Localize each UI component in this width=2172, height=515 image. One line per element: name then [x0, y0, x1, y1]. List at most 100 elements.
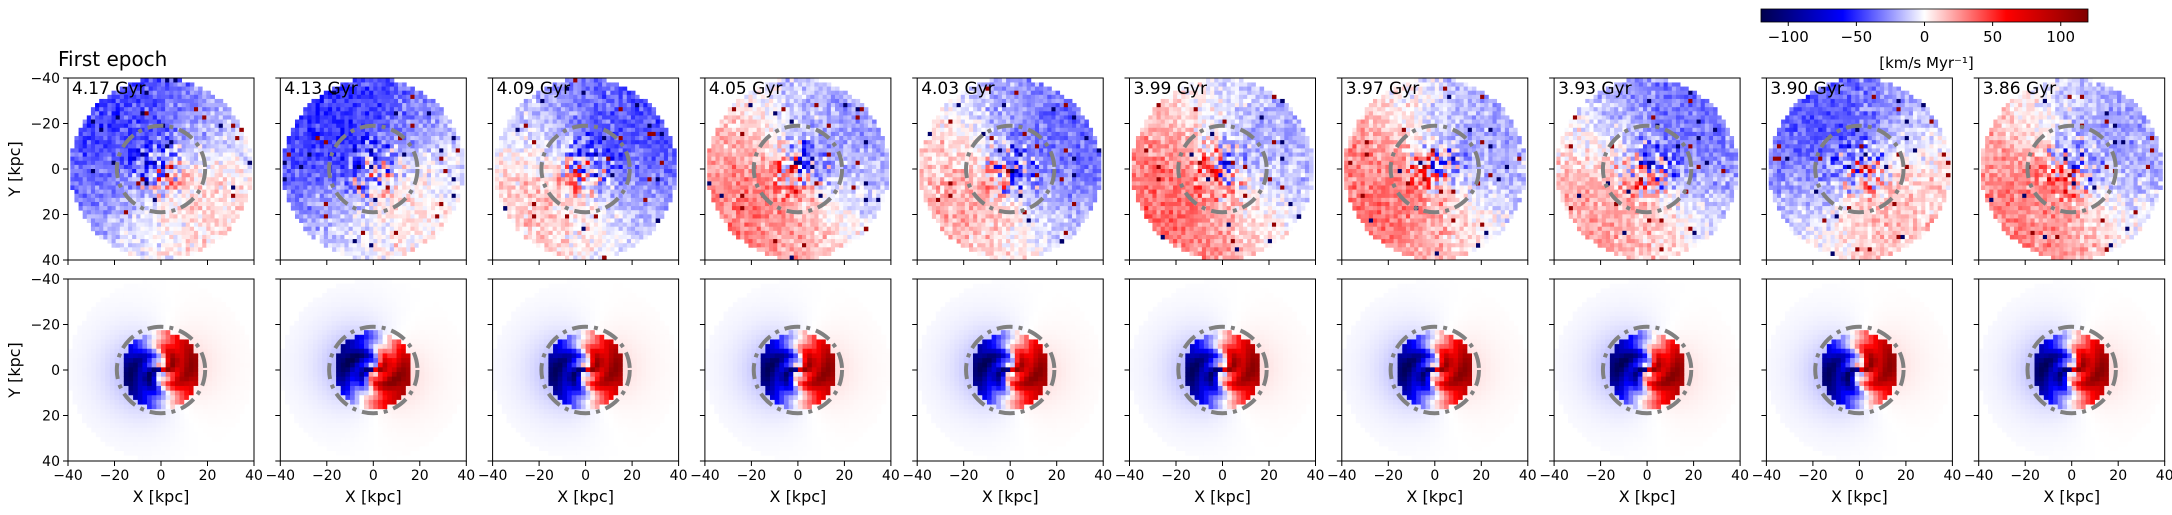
x-tick-label: 40 [1519, 468, 1537, 484]
colorbar-gradient [1760, 8, 2089, 23]
x-tick-label: 20 [835, 468, 853, 484]
panel-time-label: 4.17 Gyr [72, 79, 145, 99]
x-axis-label: X [kpc] [2043, 487, 2100, 506]
colorbar-tick-label: 50 [1983, 28, 2002, 46]
panel-image [1766, 279, 1953, 461]
x-tick-label: 40 [1731, 468, 1749, 484]
colorbar-tick-label: −100 [1768, 28, 1809, 46]
reference-circle [1176, 324, 1269, 416]
panel-image [1554, 78, 1741, 260]
reference-circle [539, 324, 632, 416]
x-tick-label: 0 [157, 468, 166, 484]
panel-r1-c10: 3.86 Gyr [1973, 77, 2166, 265]
reference-circle [1813, 123, 1906, 215]
reference-circle [1176, 123, 1269, 215]
x-tick-label: −20 [2010, 468, 2040, 484]
x-tick-label: −40 [53, 468, 83, 484]
x-tick-label: 40 [457, 468, 475, 484]
x-tick-label: −20 [524, 468, 554, 484]
panel-image [917, 78, 1104, 260]
x-axis-label: X [kpc] [1831, 487, 1888, 506]
panel-time-label: 3.86 Gyr [1983, 79, 2056, 99]
reference-circle [1388, 123, 1481, 215]
panel-image [1341, 279, 1528, 461]
x-tick-label: −40 [1964, 468, 1994, 484]
y-tick-label: −40 [30, 272, 60, 288]
panel-r2-c7: −40 −20 0 20 40 X [kpc] [1327, 278, 1537, 506]
panel-r1-c9: 3.90 Gyr [1761, 77, 1953, 265]
reference-circle [1388, 324, 1481, 416]
x-tick-label: −40 [266, 468, 296, 484]
colorbar-tick-label: −50 [1841, 28, 1873, 46]
y-tick-label: 20 [42, 409, 60, 425]
colorbar: −100 −50 0 50 100 [km/s Myr⁻¹] [1760, 8, 2089, 72]
panel-time-label: 4.03 Gyr [921, 79, 994, 99]
panel-r1-c4: 4.05 Gyr [699, 77, 892, 265]
panel-r1-c2: 4.13 Gyr [275, 77, 467, 265]
panel-time-label: 3.99 Gyr [1134, 79, 1207, 99]
panel-image [68, 78, 254, 260]
panel-time-label: 4.05 Gyr [709, 79, 782, 99]
panel-time-label: 3.93 Gyr [1558, 79, 1631, 99]
colorbar-tick-label: 0 [1920, 28, 1930, 46]
x-tick-label: −40 [1115, 468, 1145, 484]
x-tick-label: 20 [623, 468, 641, 484]
panel-r1-c7: 3.97 Gyr [1336, 77, 1529, 265]
x-tick-label: 0 [2067, 468, 2076, 484]
panel-r2-c3: −40 −20 0 20 40 X [kpc] [478, 278, 688, 506]
x-axis-label: X [kpc] [1194, 487, 1251, 506]
panel-r2-c5: −40 −20 0 20 40 X [kpc] [902, 278, 1112, 506]
x-tick-label: 40 [2156, 468, 2172, 484]
reference-circle [751, 123, 845, 215]
x-tick-label: −20 [312, 468, 342, 484]
x-tick-label: −20 [949, 468, 979, 484]
panel-r1-c8: 3.93 Gyr [1549, 77, 1741, 265]
panels-grid: 4.17 Gyr 40 20 0 −20 −40 Y [kpc] 4.13 Gyr 4.09 G… [5, 71, 2172, 506]
reference-circle [327, 123, 420, 215]
panel-image [492, 279, 679, 461]
x-axis-label: X [kpc] [345, 487, 402, 506]
panel-image [1978, 279, 2165, 461]
reference-circle [964, 123, 1057, 215]
x-tick-label: −40 [1539, 468, 1569, 484]
reference-circle [751, 324, 845, 416]
panel-time-label: 4.13 Gyr [284, 79, 357, 99]
reference-circle [1813, 324, 1906, 416]
figure-title: First epoch [58, 47, 167, 71]
colorbar-tick-label: 100 [2046, 28, 2075, 46]
panel-r2-c9: −40 −20 0 20 40 X [kpc] [1752, 278, 1961, 506]
panel-r1-c1: 4.17 Gyr 40 20 0 −20 −40 Y [kpc] [5, 71, 255, 269]
y-tick-label: −20 [30, 318, 60, 334]
x-tick-label: 20 [1260, 468, 1278, 484]
x-tick-label: 40 [1943, 468, 1961, 484]
panel-r2-c6: −40 −20 0 20 40 X [kpc] [1115, 278, 1325, 506]
reference-circle [1600, 123, 1694, 215]
reference-circle [114, 324, 208, 416]
x-tick-label: −20 [1586, 468, 1616, 484]
y-tick-label: 0 [51, 363, 60, 379]
x-tick-label: 40 [670, 468, 688, 484]
x-tick-label: 0 [1855, 468, 1864, 484]
x-axis-label: X [kpc] [982, 487, 1039, 506]
x-tick-label: −40 [478, 468, 508, 484]
x-tick-label: 0 [581, 468, 590, 484]
y-axis-label: Y [kpc] [5, 141, 24, 198]
y-tick-label: 0 [51, 162, 60, 178]
panel-image [1129, 78, 1316, 260]
x-tick-label: 20 [411, 468, 429, 484]
panel-image [917, 279, 1104, 461]
panel-r1-c3: 4.09 Gyr [487, 77, 680, 265]
colorbar-label: [km/s Myr⁻¹] [1879, 54, 1974, 72]
reference-circle [539, 123, 632, 215]
x-tick-label: 40 [1307, 468, 1325, 484]
x-axis-label: X [kpc] [557, 487, 614, 506]
panel-time-label: 3.90 Gyr [1770, 79, 1843, 99]
panel-image [1766, 78, 1953, 260]
panel-image [704, 279, 891, 461]
panel-time-label: 4.09 Gyr [497, 79, 570, 99]
reference-circle [2025, 324, 2118, 416]
panel-r1-c5: 4.03 Gyr [912, 77, 1104, 265]
panel-image [1554, 279, 1741, 461]
